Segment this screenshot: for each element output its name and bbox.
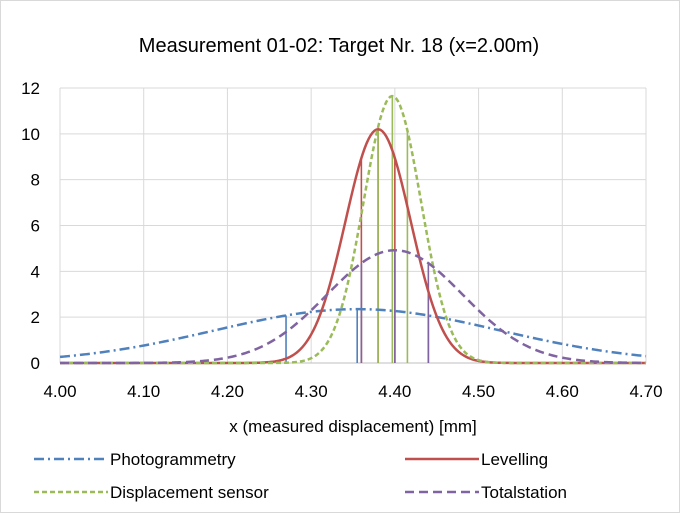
tick-labels: 0 2 4 6 8 10 12 4.00 4.10 4.20 4.30 4.40 4.50 4.60 4.7…	[21, 79, 662, 401]
legend-label: Totalstation	[481, 483, 567, 502]
x-tick-label: 4.40	[378, 382, 411, 401]
interval-markers	[285, 96, 430, 363]
x-tick-label: 4.50	[462, 382, 495, 401]
series-lines	[59, 94, 647, 365]
y-tick-label: 2	[31, 308, 40, 327]
series-line-displacement-sensor	[60, 94, 646, 365]
series-line-photogrammetry	[59, 307, 647, 359]
x-tick-label: 4.30	[295, 382, 328, 401]
legend: Photogrammetry Levelling Displacement sens…	[34, 450, 567, 502]
y-tick-label: 8	[31, 171, 40, 190]
series-line-levelling	[60, 127, 646, 365]
legend-label: Photogrammetry	[110, 450, 236, 469]
y-tick-label: 4	[31, 262, 40, 281]
x-axis-title: x (measured displacement) [mm]	[229, 417, 477, 436]
y-tick-label: 0	[31, 354, 40, 373]
legend-label: Displacement sensor	[110, 483, 269, 502]
x-tick-label: 4.60	[546, 382, 579, 401]
x-tick-label: 4.00	[43, 382, 76, 401]
x-tick-label: 4.20	[211, 382, 244, 401]
y-tick-label: 10	[21, 125, 40, 144]
y-tick-label: 12	[21, 79, 40, 98]
legend-label: Levelling	[481, 450, 548, 469]
chart-title: Measurement 01-02: Target Nr. 18 (x=2.00…	[139, 35, 539, 57]
gridlines	[59, 87, 647, 364]
x-tick-label: 4.10	[127, 382, 160, 401]
y-tick-label: 6	[31, 217, 40, 236]
series-line-totalstation	[60, 249, 647, 365]
x-tick-label: 4.70	[629, 382, 662, 401]
